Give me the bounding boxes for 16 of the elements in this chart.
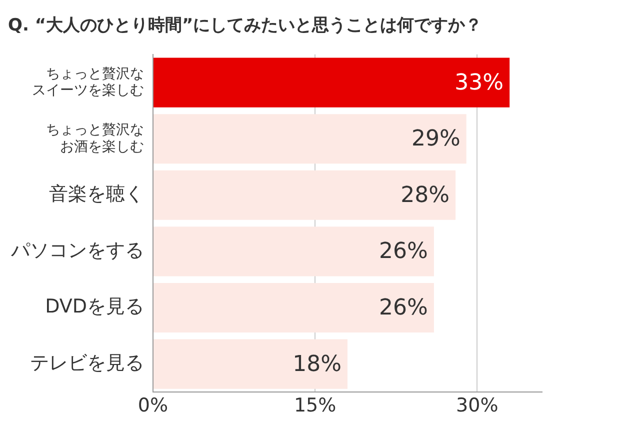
- y-tick-label: テレビを見る: [30, 352, 144, 374]
- data-label: 29%: [411, 126, 460, 152]
- x-tick-label: 0%: [138, 394, 168, 417]
- data-label: 26%: [379, 295, 428, 320]
- data-label: 33%: [454, 70, 504, 96]
- data-label: 28%: [400, 182, 450, 208]
- y-tick-label: ちょっと贅沢なお酒を楽しむ: [46, 122, 144, 155]
- x-tick-label: 30%: [456, 394, 498, 417]
- y-tick-label: ちょっと贅沢なスイーツを楽しむ: [32, 66, 144, 99]
- data-label: 26%: [379, 239, 428, 264]
- chart-title: Q. “大人のひとり時間”にしてみたいと思うことは何ですか？: [8, 16, 482, 36]
- y-tick-label: DVDを見る: [45, 296, 144, 318]
- data-label: 18%: [292, 352, 342, 377]
- y-tick-label: パソコンをする: [10, 239, 144, 262]
- x-tick-label: 15%: [294, 394, 336, 417]
- y-tick-label: 音楽を聴く: [49, 183, 144, 206]
